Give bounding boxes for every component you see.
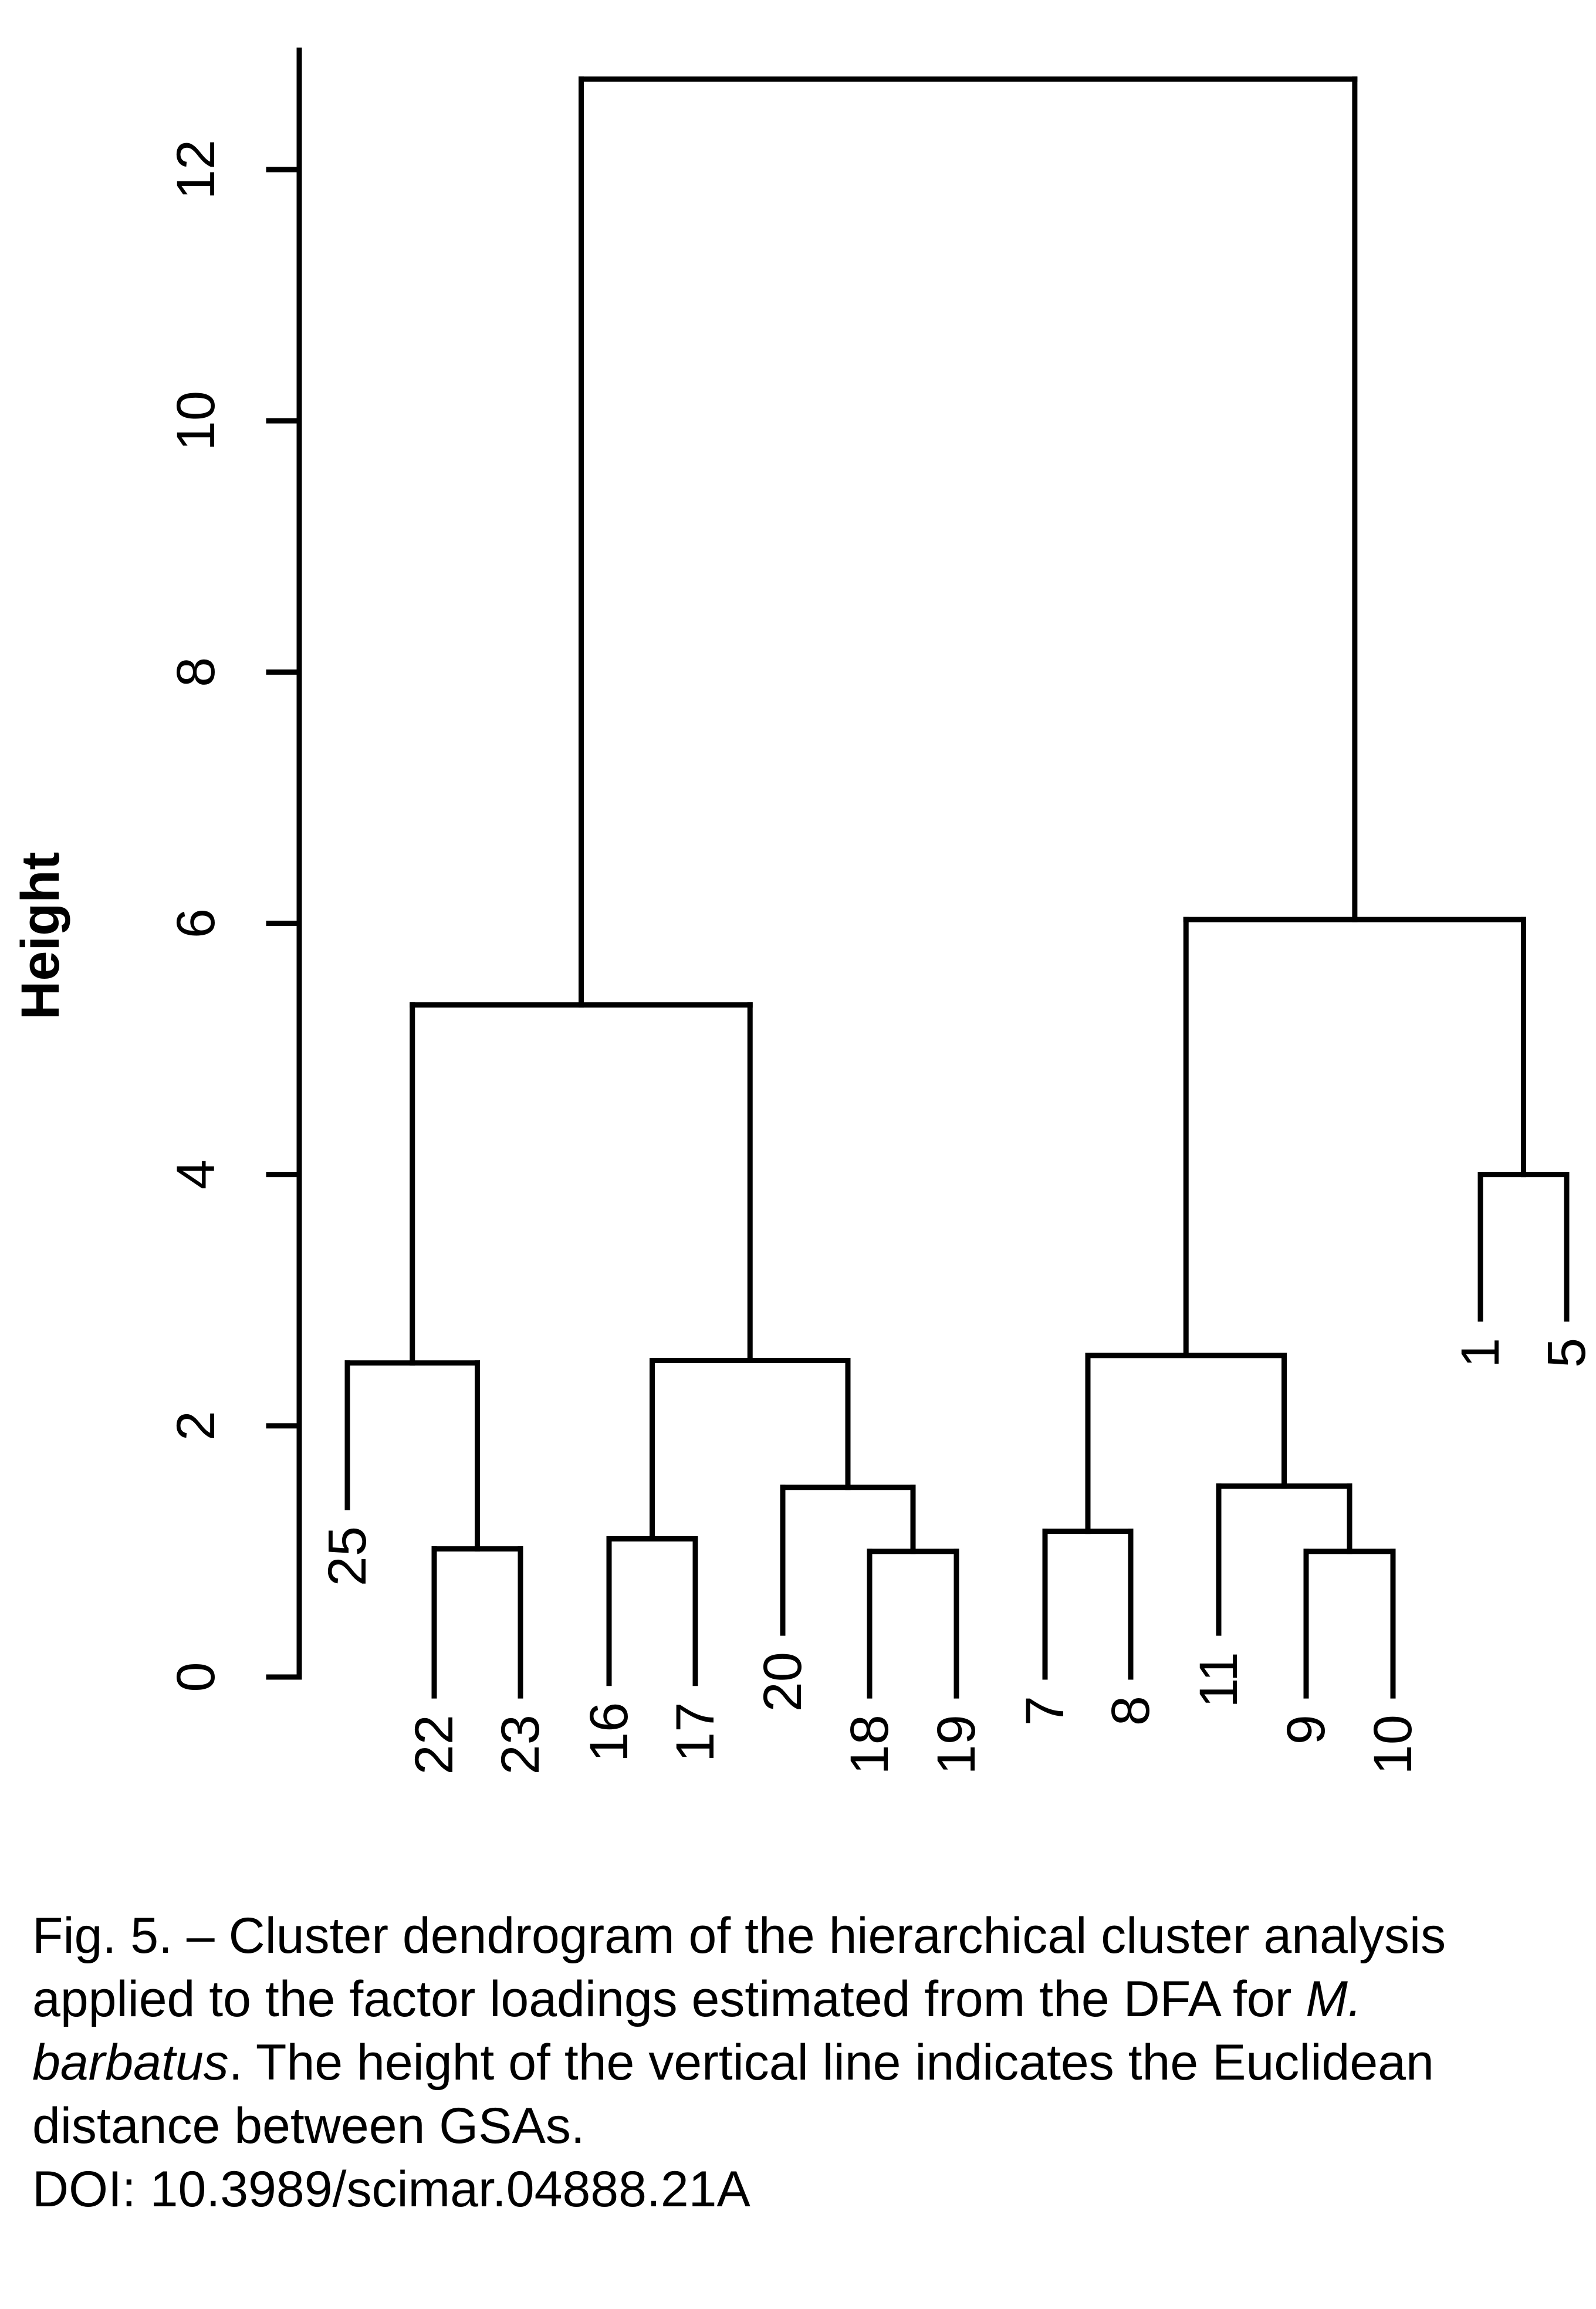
caption-doi: DOI: 10.3989/scimar.04888.21A [32,2161,750,2217]
y-tick-label: 4 [166,1159,226,1189]
caption-species: M. barbatus [32,1971,1362,2091]
y-tick-label: 12 [166,140,226,200]
leaf-label-8: 8 [1101,1696,1161,1726]
leaf-labels: 25 22 23 16 17 20 18 19 7 8 11 9 10 1 5 [317,1338,1596,1775]
y-tick-label: 10 [166,391,226,451]
leaf-label-11: 11 [1189,1652,1249,1708]
leaf-label-16: 16 [579,1702,639,1762]
leaf-label-19: 19 [927,1715,986,1774]
caption-text: Fig. 5. – Cluster dendrogram of the hier… [32,1904,1581,2158]
figure-caption: Fig. 5. – Cluster dendrogram of the hier… [32,1904,1581,2221]
leaf-label-10: 10 [1363,1715,1423,1774]
caption-prefix: Fig. 5. – Cluster dendrogram of the hier… [32,1908,1446,2027]
leaf-label-25: 25 [317,1526,377,1586]
caption-suffix: . The height of the vertical line indica… [32,2034,1434,2154]
dendrogram-branches [344,76,1570,1699]
leaf-label-20: 20 [753,1652,813,1712]
y-axis-label: Height [11,852,70,1020]
leaf-label-7: 7 [1015,1696,1075,1726]
leaf-label-1: 1 [1450,1338,1510,1368]
y-axis: 0 2 4 6 8 10 12 [166,48,302,1692]
y-tick-label: 8 [166,657,226,687]
y-tick-label: 2 [166,1411,226,1441]
leaf-label-23: 23 [491,1715,550,1774]
leaf-label-22: 22 [404,1715,464,1774]
leaf-label-5: 5 [1537,1338,1596,1368]
leaf-label-18: 18 [840,1715,900,1774]
leaf-label-17: 17 [665,1702,725,1762]
y-tick-label: 6 [166,908,226,938]
y-tick-label: 0 [166,1662,226,1692]
leaf-label-9: 9 [1276,1715,1336,1745]
